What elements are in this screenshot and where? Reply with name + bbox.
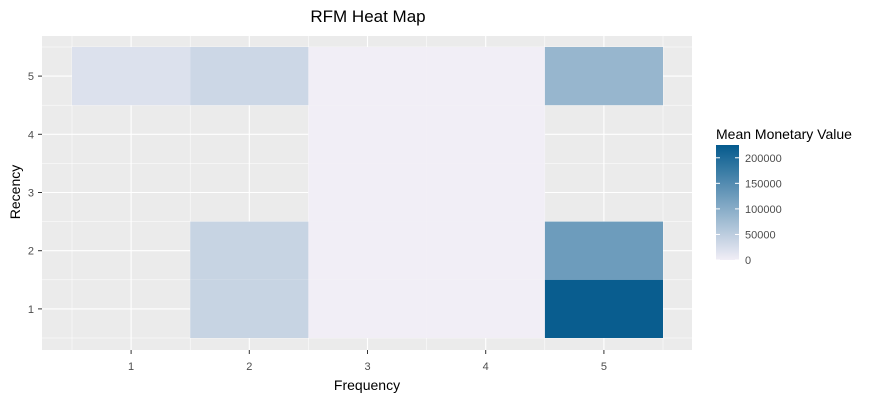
heatmap-cell — [544, 47, 663, 106]
y-tick-label: 4 — [28, 129, 34, 141]
heatmap-cell — [426, 221, 545, 280]
x-axis-ticks: 1 2 3 4 5 — [128, 350, 607, 373]
x-tick-label: 5 — [601, 361, 607, 373]
heatmap-cell — [308, 279, 427, 338]
x-tick-label: 3 — [364, 361, 370, 373]
x-axis-title: Frequency — [334, 377, 400, 393]
x-tick-label: 4 — [483, 361, 489, 373]
legend-tick-label: 200000 — [745, 153, 782, 165]
legend-tick-label: 150000 — [745, 178, 782, 190]
y-tick-label: 5 — [28, 71, 34, 83]
y-axis-ticks: 1 2 3 4 5 — [28, 71, 42, 316]
legend-tick-label: 0 — [745, 255, 751, 267]
heatmap-cell — [544, 221, 663, 280]
legend-title: Mean Monetary Value — [716, 126, 852, 142]
y-tick-label: 3 — [28, 188, 34, 200]
heatmap-cell — [426, 47, 545, 106]
legend-tick-label: 50000 — [745, 229, 776, 241]
heatmap-cell — [190, 279, 309, 338]
heatmap-cells — [72, 47, 663, 338]
y-tick-label: 2 — [28, 246, 34, 258]
y-tick-label: 1 — [28, 304, 34, 316]
legend: Mean Monetary Value 200000 150000 100000 50… — [716, 126, 852, 267]
y-axis-title: Recency — [7, 165, 23, 219]
heatmap-cell — [72, 47, 191, 106]
heatmap-cell — [308, 47, 427, 106]
heatmap-cell — [426, 105, 545, 164]
heatmap-cell — [544, 279, 663, 338]
x-tick-label: 1 — [128, 361, 134, 373]
legend-colorbar — [716, 145, 739, 260]
heatmap-cell — [308, 163, 427, 222]
heatmap-cell — [426, 279, 545, 338]
heatmap-cell — [308, 105, 427, 164]
heatmap-cell — [426, 163, 545, 222]
x-tick-label: 2 — [246, 361, 252, 373]
legend-tick-label: 100000 — [745, 204, 782, 216]
chart-title: RFM Heat Map — [310, 7, 425, 26]
heatmap-cell — [308, 221, 427, 280]
heatmap-cell — [190, 47, 309, 106]
heatmap-cell — [190, 221, 309, 280]
